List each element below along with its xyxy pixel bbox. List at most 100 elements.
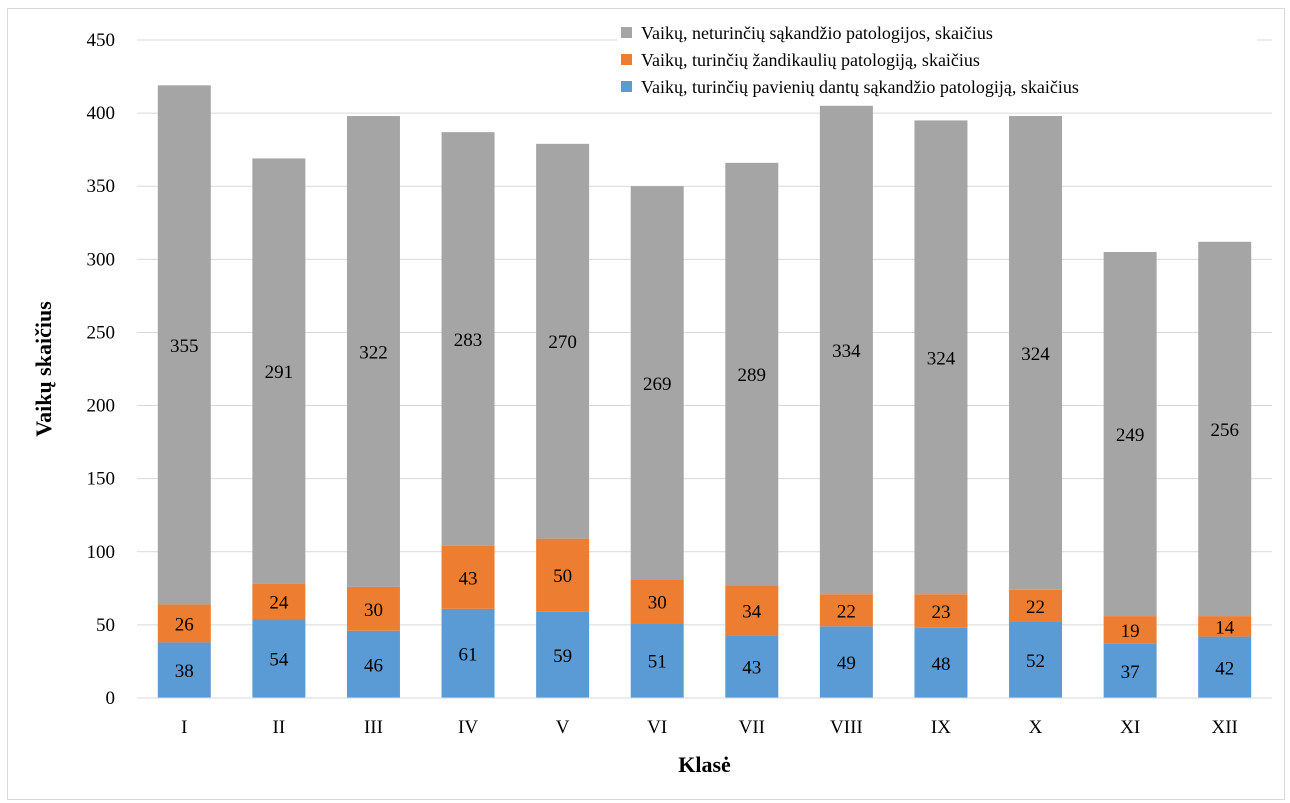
data-label: 269 xyxy=(643,374,672,395)
data-label: 49 xyxy=(837,653,856,674)
data-label: 324 xyxy=(927,348,956,369)
bar-segment xyxy=(346,116,400,587)
data-label: 43 xyxy=(742,658,761,679)
data-label: 283 xyxy=(454,330,483,351)
data-label: 24 xyxy=(269,592,289,613)
bar-segment xyxy=(252,158,306,584)
y-tick-label: 100 xyxy=(87,542,116,563)
x-tick-label: II xyxy=(273,717,286,738)
y-axis-title: Vaikų skaičius xyxy=(31,301,56,437)
x-tick-label: X xyxy=(1029,717,1043,738)
x-tick-label: VI xyxy=(647,717,667,738)
data-label: 59 xyxy=(553,646,572,667)
bar-segment xyxy=(1009,589,1063,622)
bar-segment xyxy=(441,608,495,698)
data-label: 61 xyxy=(459,644,478,665)
data-label: 291 xyxy=(265,362,294,383)
bar-segment xyxy=(914,627,968,698)
bar-segment xyxy=(725,162,779,586)
bar-segment xyxy=(819,626,873,698)
data-label: 43 xyxy=(459,568,478,589)
bar-segment xyxy=(725,635,779,698)
bar-segment xyxy=(725,585,779,636)
data-label: 54 xyxy=(269,650,289,671)
data-label: 322 xyxy=(359,342,388,363)
data-label: 48 xyxy=(931,654,950,675)
data-label: 38 xyxy=(175,661,194,682)
bar-segment xyxy=(1009,116,1063,590)
bars xyxy=(157,85,1252,698)
legend-background xyxy=(617,18,1257,104)
data-label: 34 xyxy=(742,601,762,622)
y-axis-ticks: 0 50 100 150 200 250 300 350 400 450 xyxy=(87,30,116,709)
y-tick-label: 150 xyxy=(87,469,116,490)
data-label: 22 xyxy=(1026,597,1045,618)
x-tick-label: III xyxy=(364,717,383,738)
data-label: 50 xyxy=(553,566,572,587)
data-label: 19 xyxy=(1121,621,1140,642)
data-label: 51 xyxy=(648,652,667,673)
gridlines xyxy=(137,39,1272,626)
x-tick-label: XI xyxy=(1120,717,1140,738)
bar-segment xyxy=(630,186,684,580)
bar-segment xyxy=(1103,252,1157,617)
legend-label: Vaikų, turinčių žandikaulių patologiją, … xyxy=(641,50,980,70)
bar-segment xyxy=(441,132,495,546)
data-label: 289 xyxy=(738,365,767,386)
legend-swatch xyxy=(621,54,632,65)
data-label: 30 xyxy=(364,600,383,621)
bar-segment xyxy=(1198,616,1252,637)
data-label: 26 xyxy=(175,614,194,635)
data-label: 324 xyxy=(1021,344,1050,365)
y-tick-label: 50 xyxy=(96,615,115,636)
bar-segment xyxy=(1009,621,1063,698)
legend-label: Vaikų, neturinčių sąkandžio patologijos,… xyxy=(641,23,993,43)
y-tick-label: 450 xyxy=(87,30,116,51)
x-tick-label: V xyxy=(556,717,570,738)
bar-segment xyxy=(1103,643,1157,698)
data-label: 52 xyxy=(1026,651,1045,672)
data-label: 22 xyxy=(837,601,856,622)
bar-segment xyxy=(1198,241,1252,617)
legend-swatch xyxy=(621,81,632,92)
data-label: 256 xyxy=(1210,420,1239,441)
x-tick-label: I xyxy=(181,717,187,738)
bar-segment xyxy=(252,583,306,620)
bar-segment xyxy=(346,630,400,698)
x-tick-label: VII xyxy=(739,717,765,738)
y-tick-label: 300 xyxy=(87,249,116,270)
x-axis-ticks: I II III IV V VI VII VIII IX X XI XII xyxy=(181,717,1238,738)
bar-segment xyxy=(346,586,400,631)
legend-label: Vaikų, turinčių pavienių dantų sąkandžio… xyxy=(641,77,1079,97)
y-tick-label: 200 xyxy=(87,396,116,417)
legend-swatch xyxy=(621,27,632,38)
y-tick-label: 0 xyxy=(106,688,116,709)
data-label: 355 xyxy=(170,336,199,357)
bar-segment xyxy=(1103,616,1157,644)
data-label: 46 xyxy=(364,655,383,676)
x-tick-label: IV xyxy=(458,717,478,738)
bar-segment xyxy=(914,594,968,628)
data-label: 23 xyxy=(931,602,950,623)
x-tick-label: XII xyxy=(1212,717,1238,738)
bar-segment xyxy=(536,143,590,539)
bar-segment xyxy=(819,594,873,627)
bar-segment xyxy=(157,85,211,605)
bar-segment xyxy=(441,545,495,609)
y-tick-label: 350 xyxy=(87,176,116,197)
bar-segment xyxy=(914,120,968,595)
bar-segment xyxy=(1198,636,1252,698)
y-tick-label: 250 xyxy=(87,322,116,343)
bar-segment xyxy=(157,642,211,698)
bar-segment xyxy=(630,623,684,698)
bar-segment xyxy=(536,611,590,698)
data-label: 249 xyxy=(1116,425,1145,446)
data-label: 334 xyxy=(832,341,861,362)
x-tick-label: VIII xyxy=(830,717,863,738)
x-axis-title: Klasė xyxy=(678,752,731,777)
data-label: 30 xyxy=(648,592,667,613)
x-tick-label: IX xyxy=(931,717,951,738)
data-label: 37 xyxy=(1121,662,1140,683)
bar-segment xyxy=(252,619,306,698)
